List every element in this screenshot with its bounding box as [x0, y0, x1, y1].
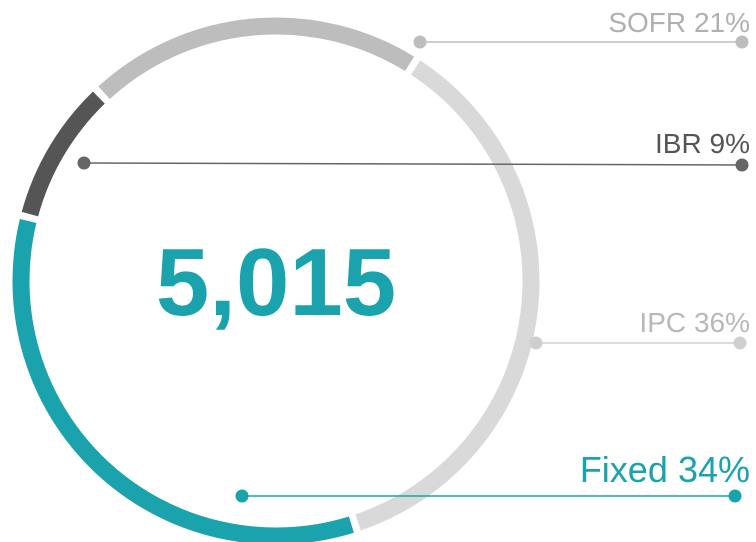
segment-name: IBR	[655, 128, 702, 159]
segment-label: IBR 9%	[655, 128, 750, 159]
segment-name: Fixed	[580, 449, 668, 490]
center-value: 5,015	[156, 229, 396, 336]
leader-dot	[733, 336, 747, 350]
leader-dot	[728, 489, 742, 503]
segment-value: 36%	[694, 307, 750, 338]
segment-name: SOFR	[608, 7, 686, 38]
segment-label: IPC 36%	[639, 307, 750, 338]
leader-line	[83, 162, 743, 166]
donut-segment	[98, 17, 415, 99]
leader-dot	[735, 35, 749, 49]
segment-value: 34%	[678, 449, 750, 490]
leader-dot	[529, 336, 543, 350]
donut-segment	[355, 60, 540, 531]
leader-dot	[77, 156, 91, 170]
leader-dot	[735, 158, 749, 172]
segment-name: IPC	[639, 307, 686, 338]
segment-label: Fixed 34%	[580, 449, 750, 490]
leader-dot	[235, 489, 249, 503]
donut-segment	[12, 219, 354, 542]
segment-value: 9%	[710, 128, 750, 159]
leader-dot	[413, 35, 427, 49]
segment-label: SOFR 21%	[608, 7, 750, 38]
donut-segment	[21, 91, 105, 217]
segment-value: 21%	[694, 7, 750, 38]
